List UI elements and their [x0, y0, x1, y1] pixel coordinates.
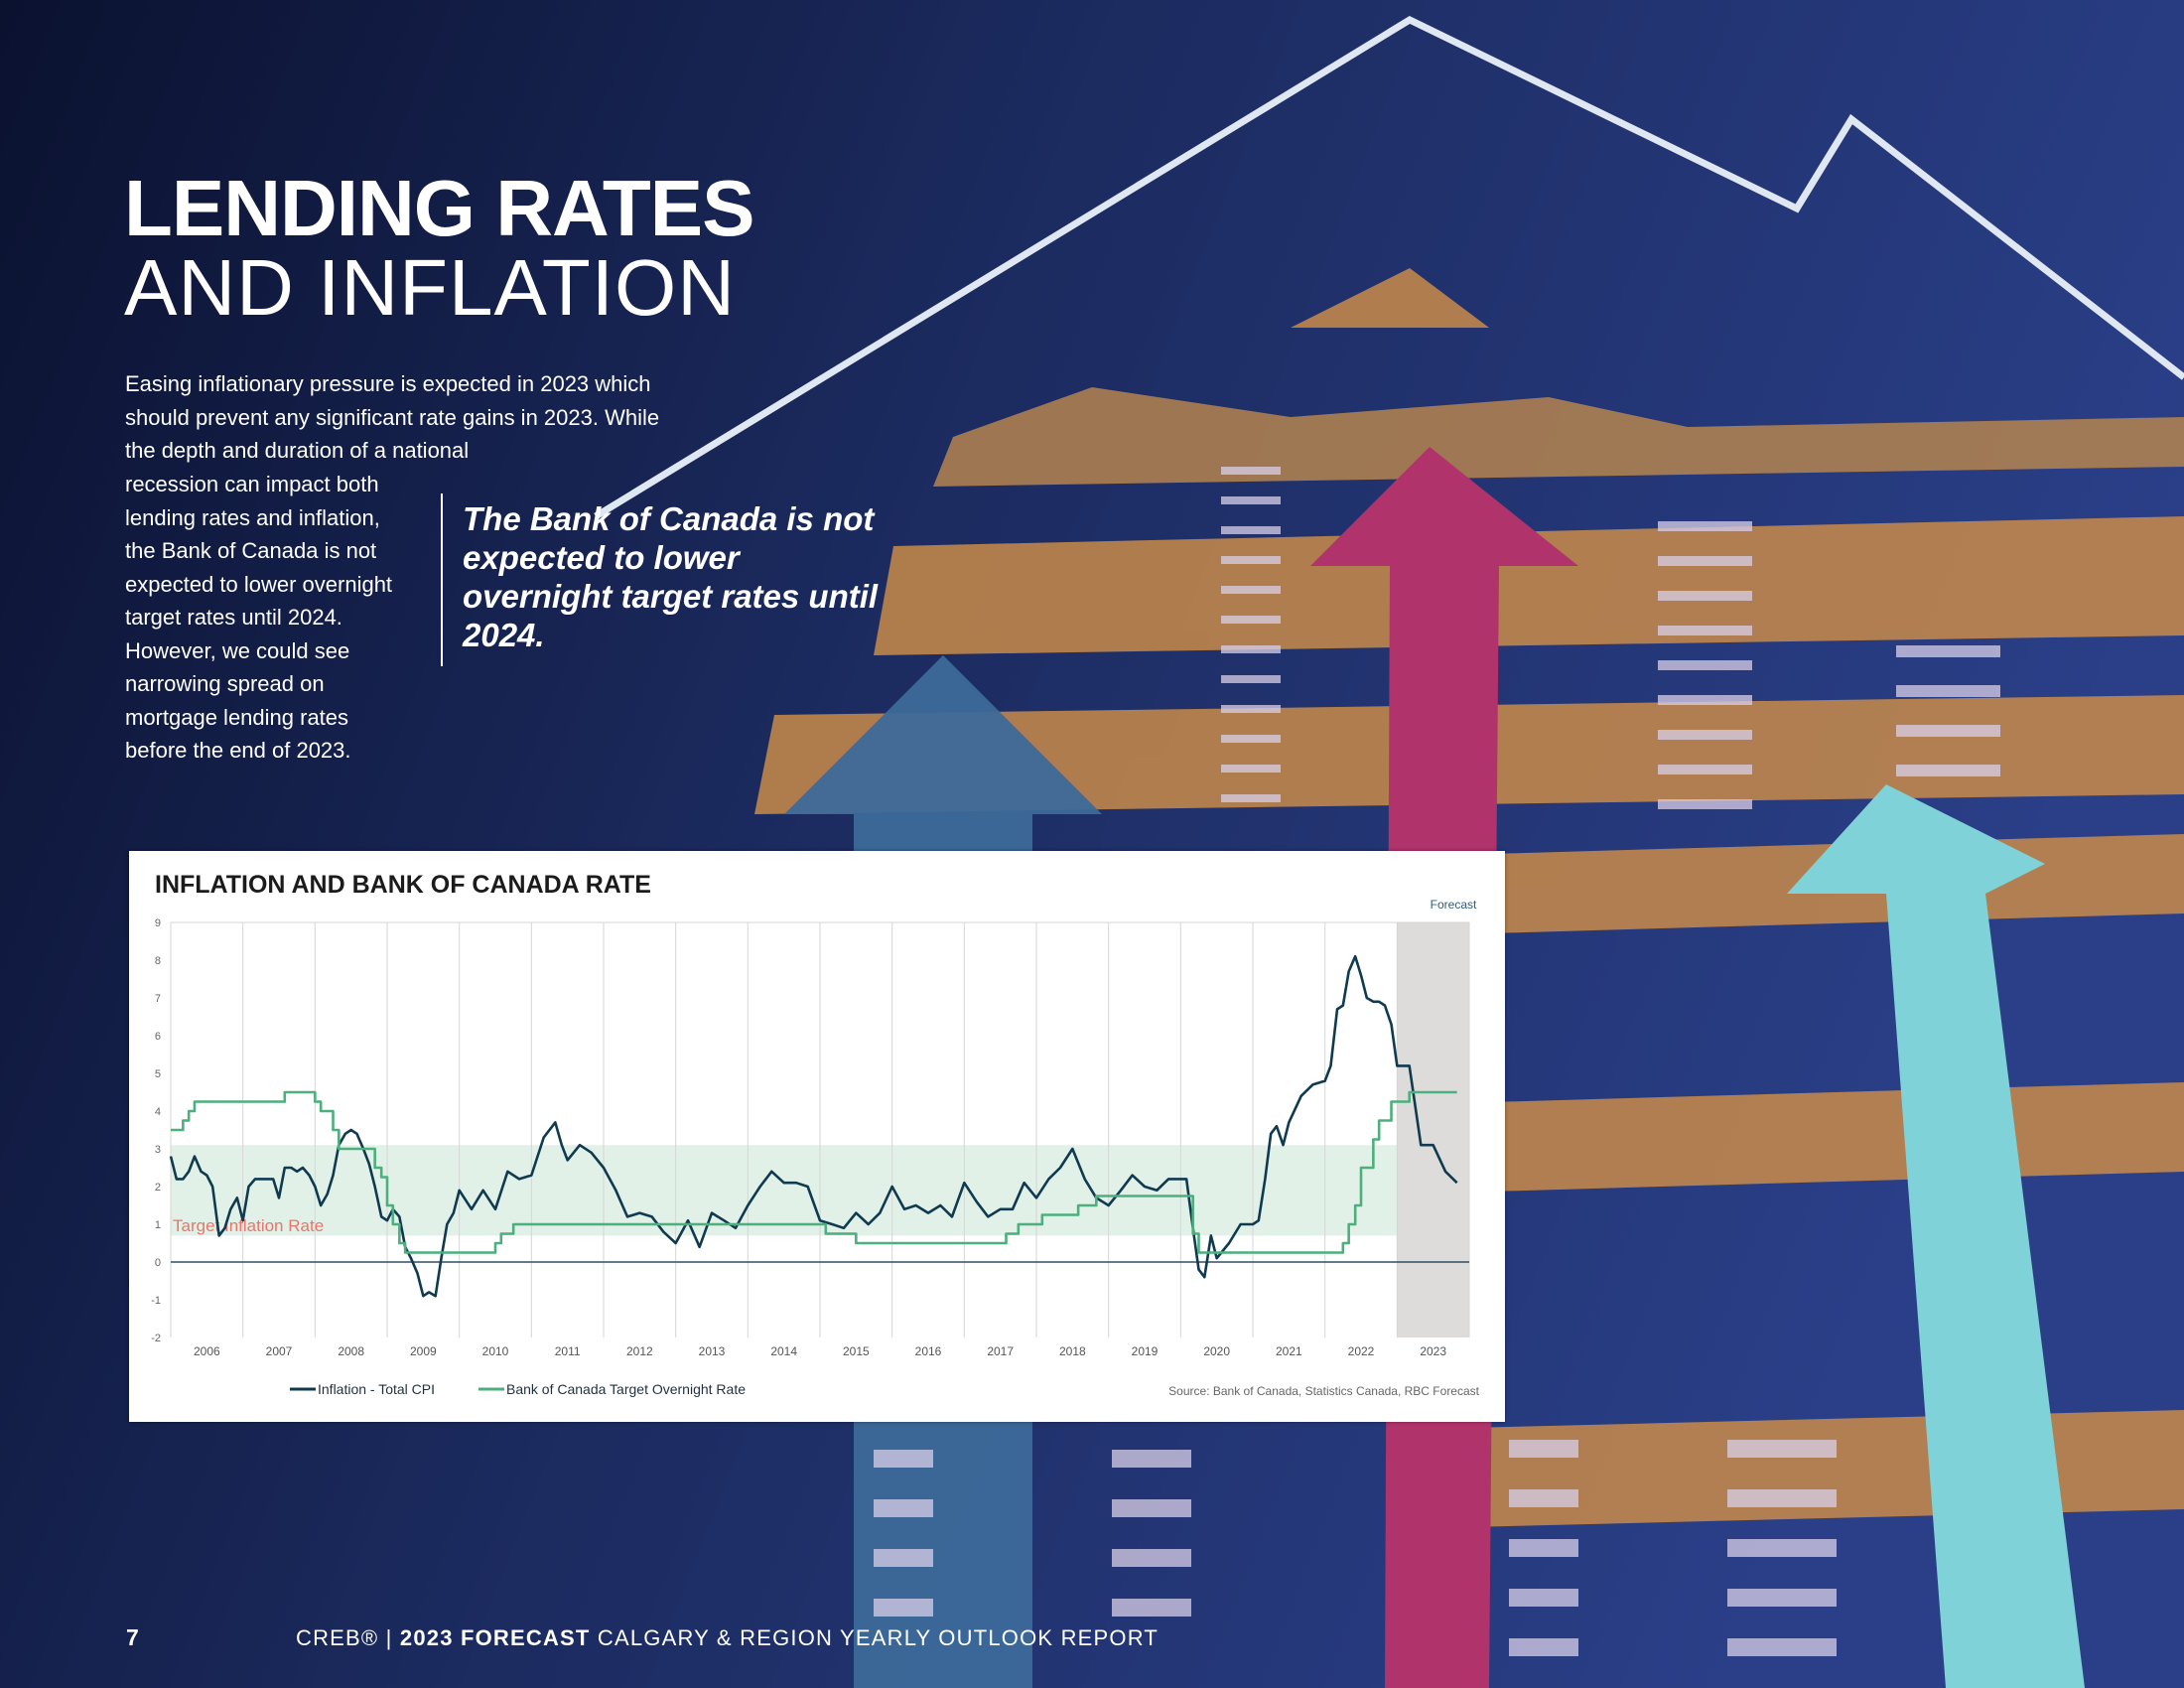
body-text-top: Easing inflationary pressure is expected… [125, 371, 660, 463]
x-tick-label: 2016 [915, 1344, 942, 1358]
y-tick-label: 8 [155, 955, 161, 967]
y-tick-label: 7 [155, 993, 161, 1005]
body-text-left: recession can impact both lending rates … [125, 472, 393, 763]
footer-brand: CREB® [296, 1625, 379, 1650]
white-trend-line [594, 16, 2184, 519]
y-tick-label: -2 [151, 1333, 161, 1344]
boc-series-line [171, 1090, 1457, 1254]
page-number: 7 [126, 1624, 139, 1650]
x-tick-label: 2021 [1276, 1344, 1302, 1358]
y-tick-label: 3 [155, 1144, 161, 1156]
y-tick-label: 1 [155, 1219, 161, 1231]
x-tick-label: 2018 [1059, 1344, 1086, 1358]
quote-rule [441, 493, 443, 666]
y-tick-label: -1 [151, 1295, 161, 1307]
x-tick-label: 2019 [1132, 1344, 1159, 1358]
x-tick-label: 2022 [1348, 1344, 1375, 1358]
source-note: Source: Bank of Canada, Statistics Canad… [1168, 1384, 1479, 1398]
x-tick-label: 2014 [770, 1344, 797, 1358]
chart-title: INFLATION AND BANK OF CANADA RATE [155, 871, 651, 899]
footer-bold: 2023 FORECAST [399, 1625, 591, 1650]
target-band-label: Target Inflation Rate [173, 1216, 324, 1235]
bar-stripes [874, 467, 2000, 1656]
chart-card: INFLATION AND BANK OF CANADA RATE 2006 20… [129, 851, 1505, 1422]
page-title-line1: LENDING RATES [124, 164, 754, 252]
legend-label-cpi: Inflation - Total CPI [318, 1381, 435, 1397]
forecast-shade [1397, 922, 1469, 1337]
chart-plot: 2006 2007 2008 2009 2010 2011 2012 2013 2014 2015… [151, 898, 1479, 1398]
x-tick-label: 2010 [482, 1344, 509, 1358]
y-tick-label: 0 [155, 1257, 161, 1269]
x-tick-label: 2015 [843, 1344, 870, 1358]
page-title-line2: AND INFLATION [124, 243, 737, 332]
y-tick-label: 6 [155, 1031, 161, 1043]
forecast-label: Forecast [1431, 898, 1477, 912]
y-tick-label: 5 [155, 1068, 161, 1080]
pull-quote: The Bank of Canada is not expected to lo… [463, 500, 879, 653]
x-tick-label: 2013 [699, 1344, 726, 1358]
footer-separator: | [385, 1625, 393, 1650]
legend-label-boc: Bank of Canada Target Overnight Rate [506, 1381, 746, 1397]
y-tick-label: 4 [155, 1106, 161, 1118]
y-tick-label: 9 [155, 917, 161, 929]
footer-text: CREB® | 2023 FORECAST CALGARY & REGION Y… [296, 1625, 1159, 1651]
x-tick-label: 2009 [410, 1344, 437, 1358]
x-tick-label: 2011 [555, 1344, 581, 1358]
x-tick-label: 2017 [987, 1344, 1014, 1358]
y-tick-label: 2 [155, 1182, 161, 1194]
x-tick-label: 2023 [1420, 1344, 1446, 1358]
arrow-cyan [1787, 784, 2085, 1688]
cpi-series-line [169, 954, 1458, 1298]
x-tick-label: 2007 [266, 1344, 293, 1358]
footer-rest: CALGARY & REGION YEARLY OUTLOOK REPORT [597, 1625, 1160, 1650]
x-tick-label: 2012 [626, 1344, 653, 1358]
x-tick-label: 2008 [338, 1344, 364, 1358]
x-tick-label: 2006 [194, 1344, 220, 1358]
x-tick-label: 2020 [1203, 1344, 1230, 1358]
